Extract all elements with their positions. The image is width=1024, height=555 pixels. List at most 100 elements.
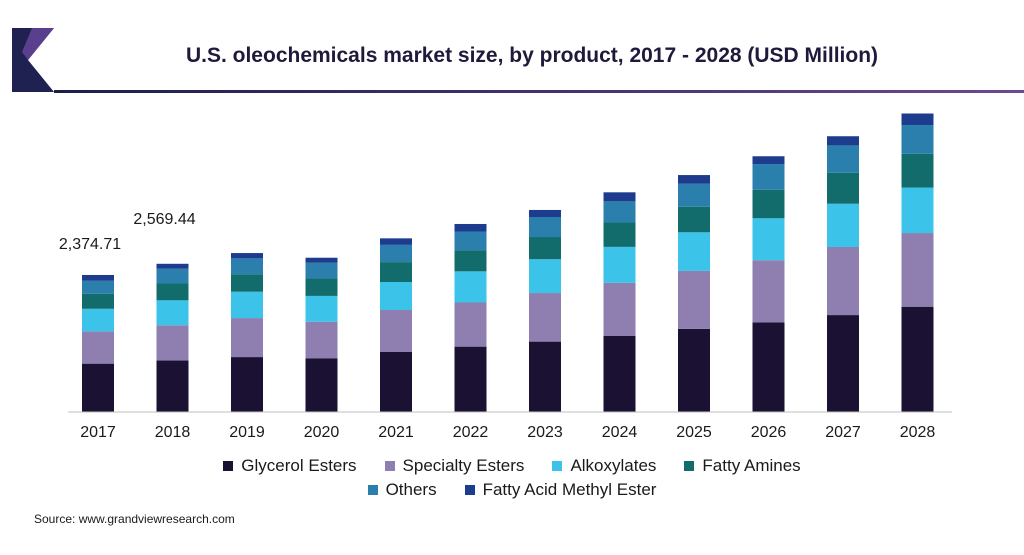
legend-row: Others Fatty Acid Methyl Ester	[0, 478, 1024, 502]
brand-logo	[12, 28, 54, 92]
legend-swatch	[384, 461, 395, 471]
bar-segment-specialty-esters-2027	[827, 247, 859, 316]
bar-segment-alkoxylates-2024	[603, 246, 636, 283]
bar-segment-specialty-esters-2028	[901, 233, 934, 307]
bar-segment-glycerol-esters-2027	[827, 315, 859, 412]
chart-title: U.S. oleochemicals market size, by produ…	[185, 44, 879, 67]
bar-segment-specialty-esters-2017	[82, 331, 114, 364]
x-tick-labels: 2017 2018 2019 2020 2021 2022 2023 2024 2025 2026…	[80, 424, 935, 441]
legend-swatch	[552, 461, 563, 471]
x-tick-label: 2020	[304, 424, 340, 441]
bar-segment-others-2019	[231, 258, 263, 275]
x-tick-label: 2021	[378, 424, 414, 441]
bar-segment-glycerol-esters-2020	[305, 358, 338, 412]
bar-segment-others-2025	[678, 183, 710, 207]
x-tick-label: 2024	[602, 424, 638, 441]
bar-segment-fatty-amines-2019	[231, 274, 263, 292]
legend: Glycerol Esters Specialty Esters Alkoxylat…	[0, 454, 1024, 502]
bar-segment-fatty-acid-methyl-ester-2020	[305, 257, 338, 263]
bar-segment-alkoxylates-2028	[901, 187, 934, 234]
bar-segment-alkoxylates-2018	[156, 300, 189, 326]
bar-segment-fatty-amines-2026	[752, 189, 785, 219]
bar-segment-fatty-acid-methyl-ester-2019	[231, 253, 263, 259]
total-labels: 2,374.71 2,569.44	[59, 211, 196, 253]
bar-segment-fatty-amines-2023	[529, 237, 561, 260]
bar-segment-fatty-amines-2018	[156, 283, 189, 301]
bar-segment-others-2020	[305, 262, 338, 279]
bar-segment-fatty-acid-methyl-ester-2017	[82, 274, 114, 281]
bar-segment-alkoxylates-2027	[827, 203, 859, 247]
x-tick-label: 2028	[900, 424, 936, 441]
bar-segment-specialty-esters-2018	[156, 325, 189, 361]
x-tick-label: 2027	[825, 424, 861, 441]
x-tick-label: 2018	[155, 424, 191, 441]
bar-segment-fatty-acid-methyl-ester-2023	[529, 209, 561, 217]
legend-item: Others	[367, 480, 437, 500]
legend-label: Glycerol Esters	[241, 456, 357, 475]
x-tick-label: 2023	[527, 424, 563, 441]
bar-segment-glycerol-esters-2022	[454, 346, 487, 412]
legend-label: Fatty Acid Methyl Ester	[482, 480, 657, 499]
legend-item: Fatty Acid Methyl Ester	[464, 480, 657, 500]
bar-segment-glycerol-esters-2021	[380, 352, 412, 412]
bar-segment-others-2017	[82, 280, 114, 294]
bar-segment-fatty-acid-methyl-ester-2018	[156, 263, 189, 269]
bar-segment-others-2024	[603, 201, 636, 223]
bar-segment-glycerol-esters-2028	[901, 306, 934, 412]
bar-segment-glycerol-esters-2017	[82, 363, 114, 412]
legend-row: Glycerol Esters Specialty Esters Alkoxylat…	[0, 454, 1024, 478]
legend-label: Alkoxylates	[570, 456, 657, 475]
legend-swatch	[223, 461, 234, 471]
bar-segment-fatty-amines-2028	[901, 153, 934, 188]
bar-segment-glycerol-esters-2019	[231, 357, 263, 412]
bar-segment-alkoxylates-2020	[305, 295, 338, 322]
legend-swatch	[684, 461, 695, 471]
bar-segment-fatty-acid-methyl-ester-2026	[752, 156, 785, 165]
x-tick-label: 2017	[80, 424, 116, 441]
bar-segment-fatty-acid-methyl-ester-2024	[603, 192, 636, 202]
source-note: Source: www.grandviewresearch.com	[34, 512, 235, 526]
legend-swatch	[464, 485, 475, 495]
bar-segment-glycerol-esters-2025	[678, 328, 710, 412]
bar-segment-specialty-esters-2022	[454, 302, 487, 347]
bar-segment-others-2022	[454, 231, 487, 251]
bar-segment-others-2021	[380, 244, 412, 263]
bar-segment-specialty-esters-2023	[529, 293, 561, 342]
bar-segment-fatty-acid-methyl-ester-2025	[678, 175, 710, 184]
x-tick-label: 2025	[676, 424, 712, 441]
x-tick-label: 2019	[229, 424, 265, 441]
bar-segment-fatty-acid-methyl-ester-2028	[901, 113, 934, 126]
bar-segment-others-2026	[752, 164, 785, 190]
x-tick-label: 2026	[751, 424, 787, 441]
bar-segment-alkoxylates-2025	[678, 232, 710, 271]
bar-segment-alkoxylates-2021	[380, 282, 412, 310]
bar-segment-fatty-amines-2022	[454, 250, 487, 272]
bar-segment-alkoxylates-2019	[231, 291, 263, 319]
bar-segment-specialty-esters-2021	[380, 310, 412, 352]
bar-segment-alkoxylates-2022	[454, 271, 487, 303]
title-divider	[54, 90, 1024, 93]
bar-segment-fatty-acid-methyl-ester-2027	[827, 136, 859, 146]
legend-label: Specialty Esters	[402, 456, 525, 475]
stacked-bar-chart: 2017 2018 2019 2020 2021 2022 2023 2024 2025 2026…	[59, 113, 952, 441]
bar-segment-specialty-esters-2026	[752, 260, 785, 323]
bar-segment-fatty-amines-2024	[603, 222, 636, 247]
bar-segment-fatty-amines-2017	[82, 293, 114, 309]
bar-segment-glycerol-esters-2023	[529, 341, 561, 412]
legend-item: Specialty Esters	[384, 456, 525, 476]
bar-segment-specialty-esters-2024	[603, 282, 636, 336]
legend-item: Fatty Amines	[684, 456, 801, 476]
legend-item: Alkoxylates	[552, 456, 656, 476]
bar-segment-glycerol-esters-2018	[156, 360, 189, 412]
total-data-label: 2,569.44	[133, 211, 195, 228]
bar-segment-fatty-amines-2025	[678, 206, 710, 233]
x-tick-label: 2022	[453, 424, 489, 441]
bar-segment-glycerol-esters-2024	[603, 335, 636, 412]
bar-segment-fatty-amines-2027	[827, 172, 859, 204]
bar-segment-alkoxylates-2023	[529, 259, 561, 294]
bar-segment-alkoxylates-2017	[82, 308, 114, 332]
total-data-label: 2,374.71	[59, 236, 121, 253]
bar-segment-specialty-esters-2019	[231, 318, 263, 358]
bar-segment-fatty-acid-methyl-ester-2022	[454, 223, 487, 232]
bar-segment-fatty-amines-2021	[380, 262, 412, 283]
